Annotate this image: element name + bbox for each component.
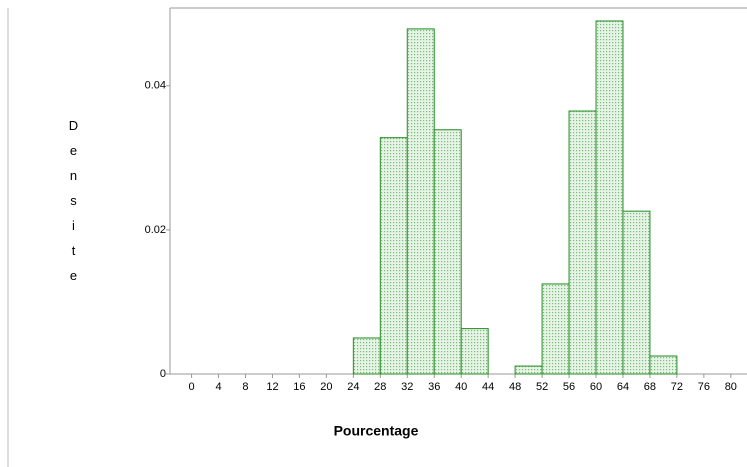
x-tick-label: 60 bbox=[590, 381, 602, 393]
x-tick-label: 12 bbox=[266, 381, 278, 393]
x-tick-label: 72 bbox=[671, 381, 683, 393]
bar bbox=[433, 129, 462, 375]
x-tick-label: 48 bbox=[509, 381, 521, 393]
x-tick-label: 36 bbox=[428, 381, 440, 393]
x-tick-label: 32 bbox=[401, 381, 413, 393]
x-tick-label: 76 bbox=[698, 381, 710, 393]
x-tick-label: 44 bbox=[482, 381, 494, 393]
y-tick-label: 0.02 bbox=[145, 224, 166, 236]
x-tick-label: 80 bbox=[725, 381, 737, 393]
bar bbox=[649, 355, 678, 375]
x-tick-label: 56 bbox=[563, 381, 575, 393]
bar bbox=[514, 365, 543, 375]
x-tick-label: 40 bbox=[455, 381, 467, 393]
x-tick-label: 52 bbox=[536, 381, 548, 393]
bar bbox=[379, 137, 408, 375]
x-tick-label: 64 bbox=[617, 381, 629, 393]
bar bbox=[541, 283, 570, 375]
bar bbox=[352, 337, 381, 375]
x-tick-label: 8 bbox=[242, 381, 248, 393]
y-tick-label: 0.04 bbox=[145, 80, 166, 92]
bar bbox=[622, 210, 651, 375]
x-tick-label: 4 bbox=[215, 381, 221, 393]
x-tick-label: 0 bbox=[189, 381, 195, 393]
x-tick-label: 20 bbox=[320, 381, 332, 393]
x-tick-label: 68 bbox=[644, 381, 656, 393]
x-tick-label: 16 bbox=[293, 381, 305, 393]
y-tick-label: 0 bbox=[160, 368, 166, 380]
bar bbox=[406, 28, 435, 375]
x-tick-label: 28 bbox=[374, 381, 386, 393]
y-axis-label: Densite bbox=[66, 118, 81, 293]
x-tick-label: 24 bbox=[347, 381, 359, 393]
x-axis-label: Pourcentage bbox=[334, 423, 419, 439]
bar bbox=[595, 20, 624, 375]
bar bbox=[460, 328, 489, 375]
bar bbox=[568, 110, 597, 375]
